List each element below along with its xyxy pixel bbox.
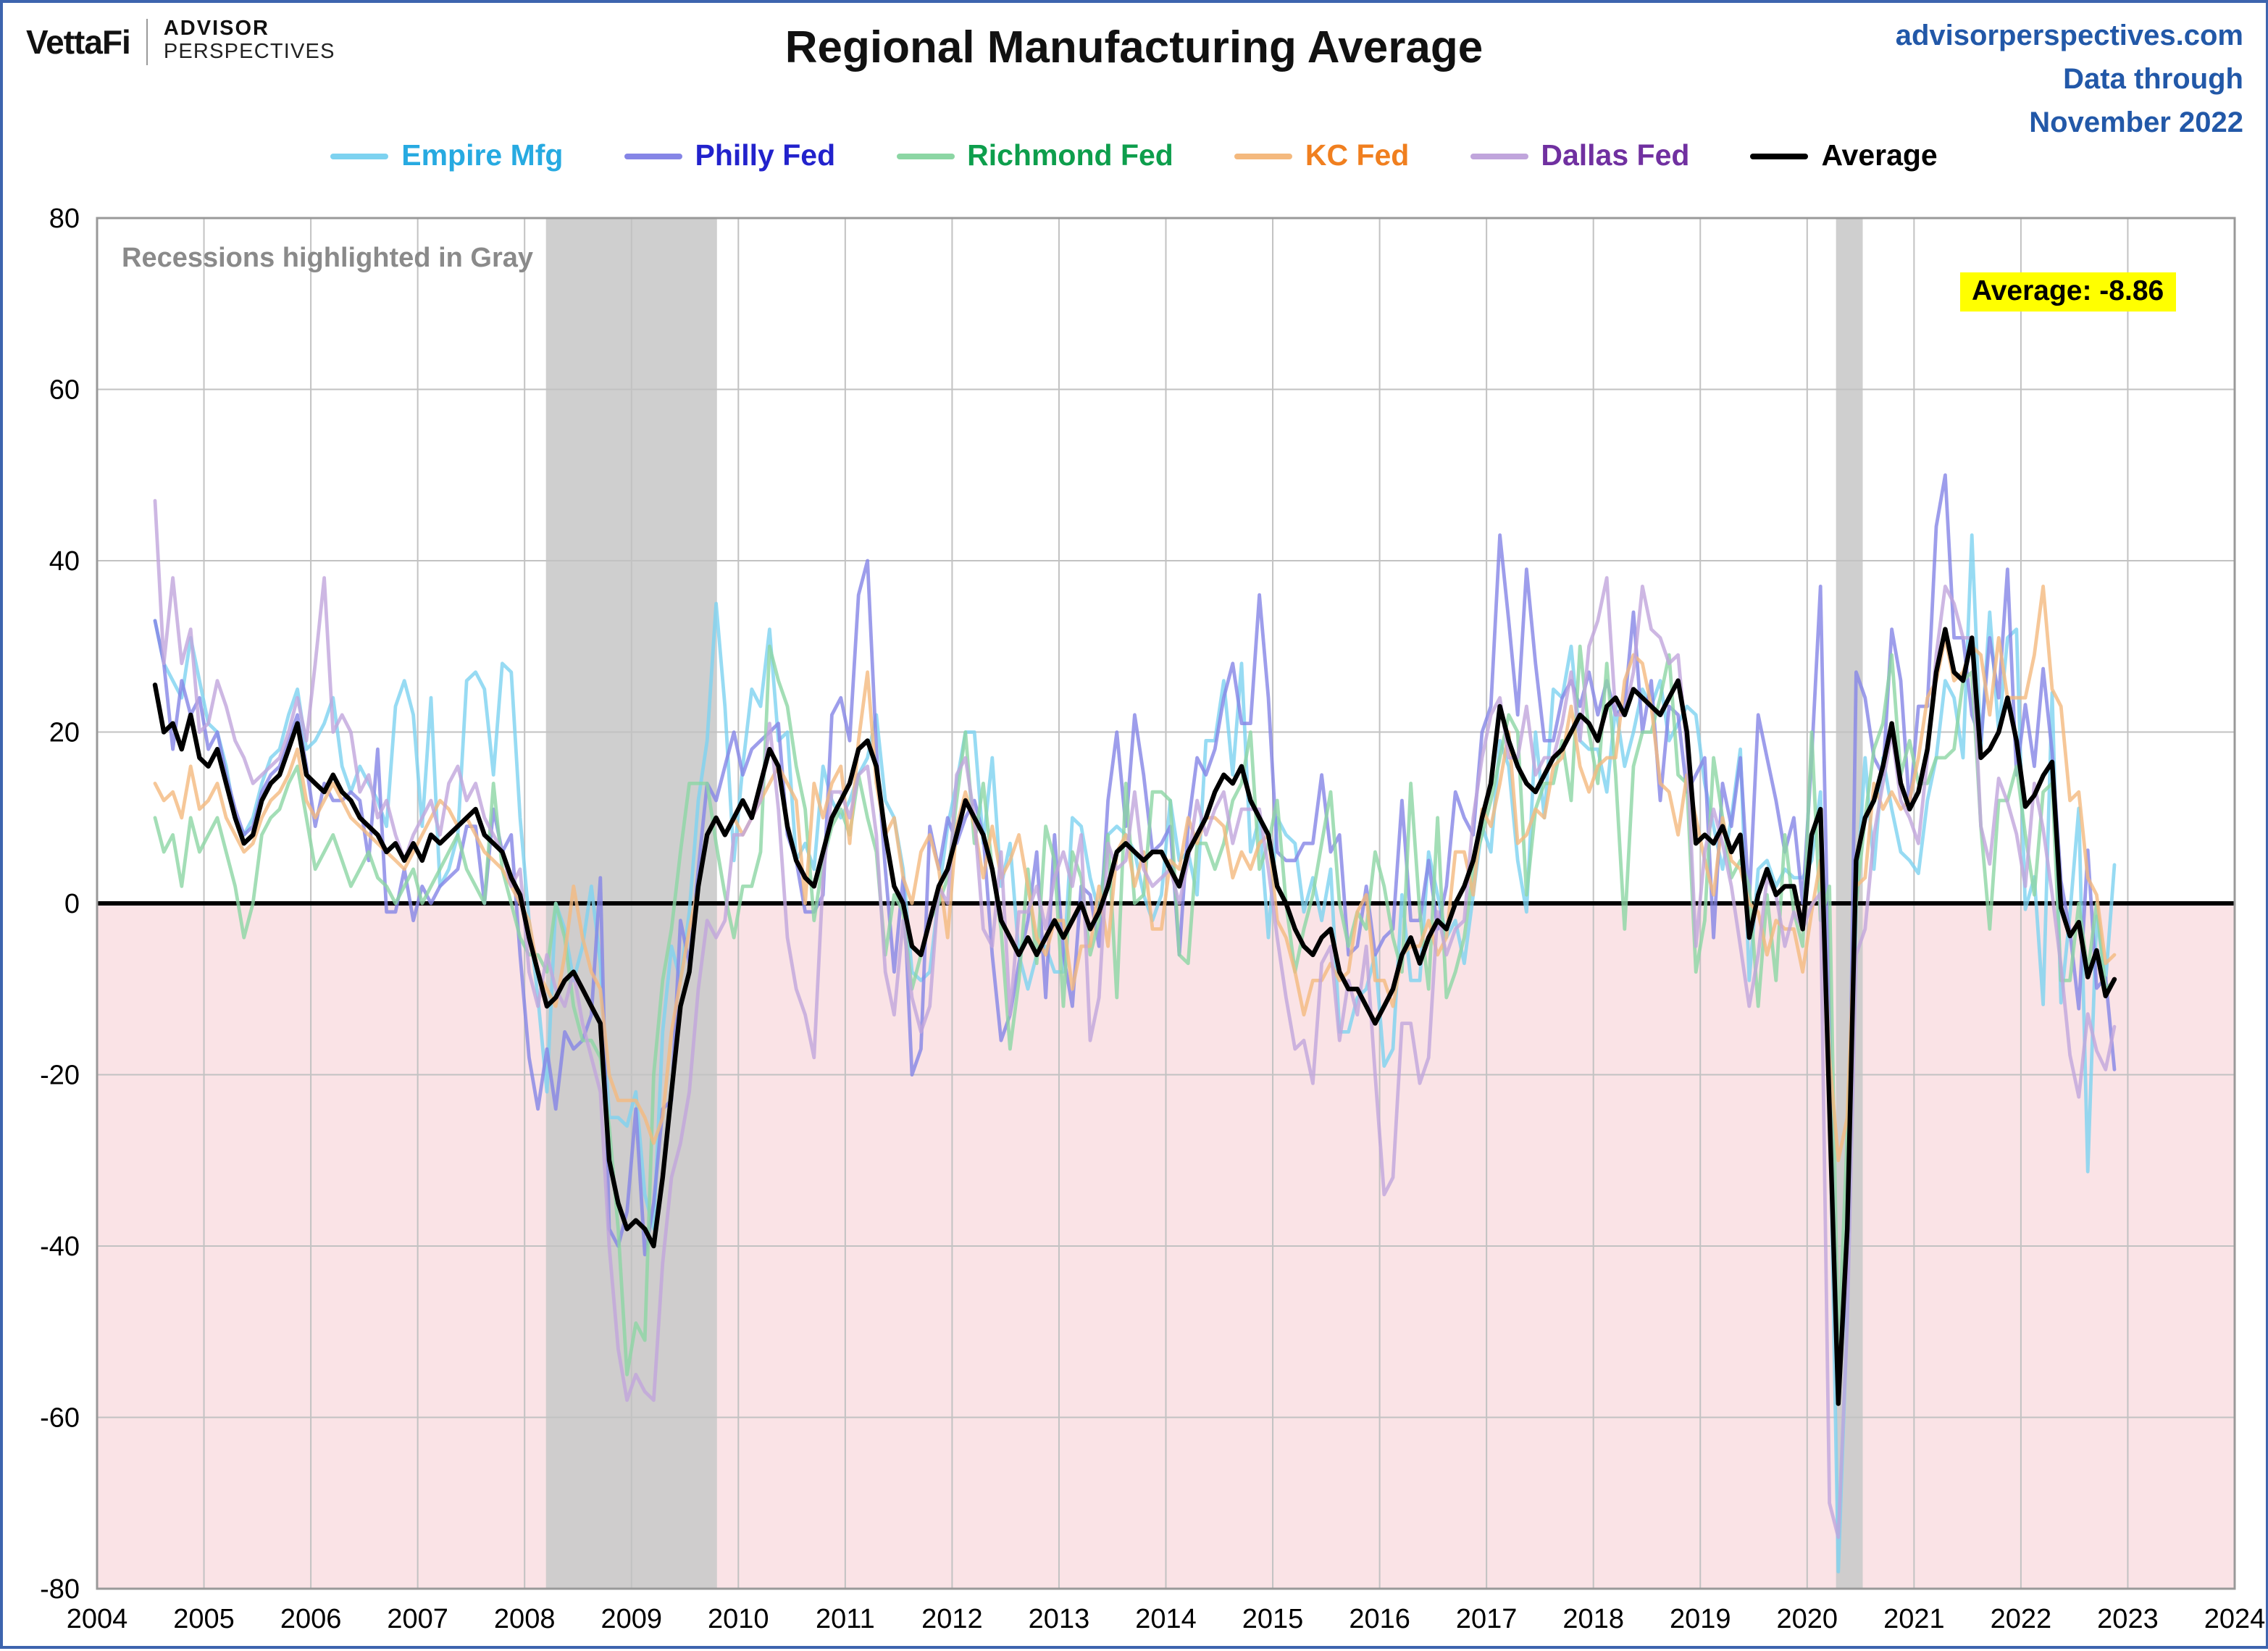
svg-text:2011: 2011 xyxy=(816,1604,875,1634)
legend-label-empire: Empire Mfg xyxy=(401,139,564,172)
svg-text:-40: -40 xyxy=(40,1232,80,1262)
data-through-date: November 2022 xyxy=(2029,107,2243,139)
legend-label-average: Average xyxy=(1821,139,1938,172)
svg-text:40: 40 xyxy=(49,546,80,577)
svg-text:2008: 2008 xyxy=(494,1604,556,1634)
legend-item-richmond: Richmond Fed xyxy=(896,139,1173,174)
svg-text:80: 80 xyxy=(49,204,80,234)
svg-text:2017: 2017 xyxy=(1456,1604,1518,1634)
legend-swatch-philly xyxy=(624,154,682,159)
svg-text:2021: 2021 xyxy=(1883,1604,1945,1634)
legend-label-philly: Philly Fed xyxy=(695,139,836,172)
vettafi-logo: VettaFi ADVISOR PERSPECTIVES xyxy=(26,17,335,65)
svg-text:2018: 2018 xyxy=(1562,1604,1624,1634)
svg-text:2015: 2015 xyxy=(1242,1604,1304,1634)
svg-text:2013: 2013 xyxy=(1029,1604,1090,1634)
svg-text:2005: 2005 xyxy=(173,1604,235,1634)
svg-text:2004: 2004 xyxy=(67,1604,128,1634)
svg-text:2007: 2007 xyxy=(387,1604,448,1634)
svg-text:2024: 2024 xyxy=(2204,1604,2266,1634)
svg-text:2012: 2012 xyxy=(921,1604,983,1634)
svg-text:2006: 2006 xyxy=(280,1604,342,1634)
legend-swatch-richmond xyxy=(896,154,955,159)
legend: Empire Mfg Philly Fed Richmond Fed KC Fe… xyxy=(3,139,2265,174)
svg-text:60: 60 xyxy=(49,375,80,406)
svg-text:2010: 2010 xyxy=(708,1604,769,1634)
legend-label-kc: KC Fed xyxy=(1305,139,1410,172)
legend-swatch-average xyxy=(1750,153,1809,160)
svg-text:-20: -20 xyxy=(40,1061,80,1091)
average-annotation: Average: -8.86 xyxy=(1960,272,2176,312)
advisor-perspectives-logo: ADVISOR PERSPECTIVES xyxy=(163,17,335,64)
legend-swatch-empire xyxy=(330,154,389,159)
site-link[interactable]: advisorperspectives.com xyxy=(1895,20,2243,52)
logo-divider xyxy=(146,19,148,65)
legend-swatch-kc xyxy=(1234,154,1292,159)
svg-text:-80: -80 xyxy=(40,1574,80,1605)
legend-item-empire: Empire Mfg xyxy=(330,139,563,174)
page-title: Regional Manufacturing Average xyxy=(784,22,1484,72)
legend-label-dallas: Dallas Fed xyxy=(1541,139,1690,172)
source-block: advisorperspectives.com Data through Nov… xyxy=(1896,14,2243,145)
legend-item-philly: Philly Fed xyxy=(624,139,835,174)
svg-text:2022: 2022 xyxy=(1991,1604,2052,1634)
data-through-label: Data through xyxy=(2063,64,2243,96)
svg-text:20: 20 xyxy=(49,718,80,748)
legend-swatch-dallas xyxy=(1470,154,1528,159)
svg-text:2009: 2009 xyxy=(601,1604,662,1634)
svg-text:2020: 2020 xyxy=(1777,1604,1838,1634)
svg-text:2016: 2016 xyxy=(1349,1604,1410,1634)
legend-label-richmond: Richmond Fed xyxy=(967,139,1173,172)
svg-text:2023: 2023 xyxy=(2097,1604,2159,1634)
svg-text:2019: 2019 xyxy=(1670,1604,1731,1634)
legend-item-average: Average xyxy=(1750,139,1938,174)
legend-item-dallas: Dallas Fed xyxy=(1470,139,1689,174)
svg-text:2014: 2014 xyxy=(1135,1604,1197,1634)
svg-text:0: 0 xyxy=(64,889,80,919)
recession-note: Recessions highlighted in Gray xyxy=(122,243,534,274)
legend-item-kc: KC Fed xyxy=(1234,139,1410,174)
vettafi-wordmark: VettaFi xyxy=(26,22,131,60)
svg-text:-60: -60 xyxy=(40,1403,80,1434)
